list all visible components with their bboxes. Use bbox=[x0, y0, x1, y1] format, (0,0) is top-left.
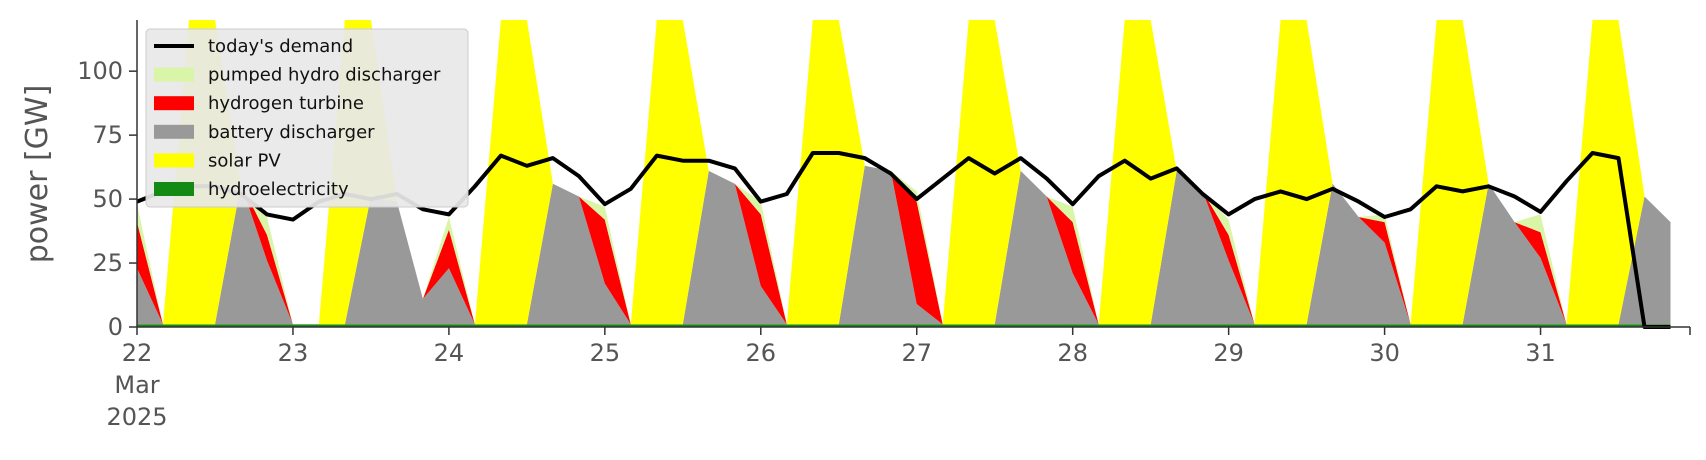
y-tick-label: 75 bbox=[92, 121, 123, 149]
area-battery-discharger bbox=[137, 165, 1671, 325]
x-tick-label: 29 bbox=[1213, 339, 1244, 367]
legend-swatch bbox=[154, 182, 194, 196]
x-tick-label: 27 bbox=[901, 339, 932, 367]
x-tick-sublabel: Mar bbox=[114, 371, 159, 399]
legend-swatch bbox=[154, 67, 194, 82]
y-tick-label: 50 bbox=[92, 185, 123, 213]
legend: today's demand pumped hydro discharger hyd… bbox=[145, 28, 469, 208]
x-tick-label: 31 bbox=[1525, 339, 1556, 367]
x-tick-label: 24 bbox=[434, 339, 465, 367]
x-tick-label: 26 bbox=[746, 339, 777, 367]
legend-label: battery discharger bbox=[208, 122, 375, 143]
legend-label: pumped hydro discharger bbox=[208, 65, 441, 86]
legend-label: solar PV bbox=[208, 150, 281, 171]
x-tick-label: 23 bbox=[278, 339, 309, 367]
legend-label: today's demand bbox=[208, 36, 353, 57]
y-axis-label: power [GW] bbox=[20, 85, 55, 264]
y-ticks: 0 25 50 75 100 bbox=[77, 57, 137, 341]
legend-label: hydroelectricity bbox=[208, 179, 349, 200]
x-ticks: 22 Mar 2025 23 24 25 26 27 28 29 30 31 bbox=[106, 327, 1691, 431]
legend-swatch bbox=[154, 124, 194, 139]
x-tick-label: 25 bbox=[590, 339, 621, 367]
area-hydrogen-turbine bbox=[137, 165, 1671, 325]
y-tick-label: 25 bbox=[92, 249, 123, 277]
x-tick-label: 30 bbox=[1369, 339, 1400, 367]
legend-box bbox=[145, 28, 469, 208]
x-tick-label: 22 bbox=[122, 339, 153, 367]
legend-label: hydrogen turbine bbox=[208, 93, 364, 114]
y-tick-label: 0 bbox=[108, 313, 123, 341]
x-tick-label: 28 bbox=[1057, 339, 1088, 367]
x-tick-sublabel: 2025 bbox=[106, 403, 167, 431]
legend-swatch bbox=[154, 96, 194, 111]
area-solar-pv bbox=[137, 20, 1671, 325]
y-tick-label: 100 bbox=[77, 57, 123, 85]
legend-swatch bbox=[154, 153, 194, 168]
